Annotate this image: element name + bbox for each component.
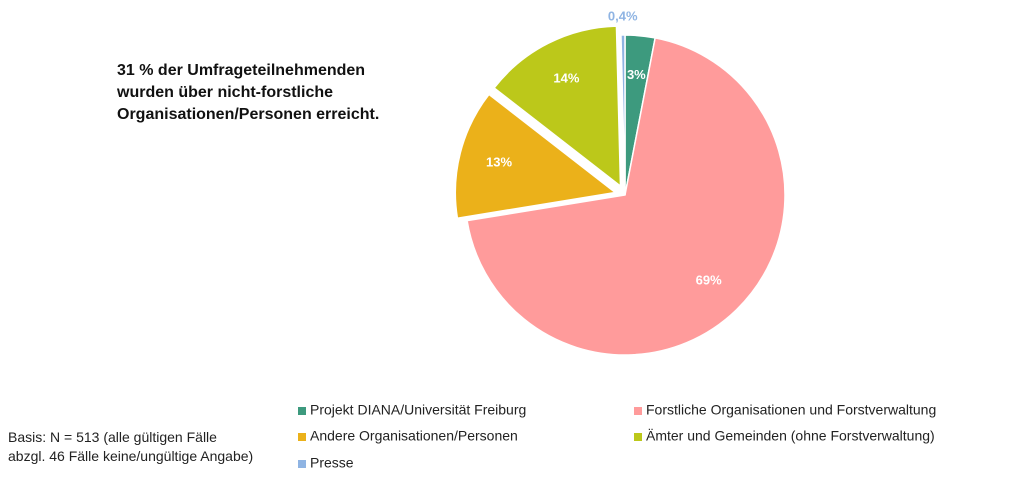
data-label: 14% (553, 70, 579, 85)
legend-swatch (634, 407, 642, 415)
note: Basis: N = 513 (alle gültigen Fälle abzg… (8, 429, 254, 464)
pie-slice (493, 25, 622, 188)
chart-title: 31 % der Umfrageteilnehmenden wurden übe… (117, 62, 380, 123)
legend-label: Forstliche Organisationen und Forstverwa… (646, 402, 936, 418)
legend-label: Ämter und Gemeinden (ohne Forstverwaltun… (646, 428, 935, 444)
legend-swatch (298, 460, 306, 468)
data-label: 13% (486, 154, 512, 169)
legend-label: Presse (310, 455, 354, 471)
data-label: 3% (627, 67, 646, 82)
pie-slice (454, 93, 618, 220)
legend-swatch (634, 433, 642, 441)
pie-slice (466, 36, 786, 356)
data-label: 0,4% (608, 8, 638, 23)
legend-label: Andere Organisationen/Personen (310, 428, 518, 444)
pie-slice (620, 34, 626, 196)
legend-swatch (298, 407, 306, 415)
legend-swatch (298, 433, 306, 441)
legend-label: Projekt DIANA/Universität Freiburg (310, 402, 526, 418)
data-label: 69% (696, 272, 722, 287)
